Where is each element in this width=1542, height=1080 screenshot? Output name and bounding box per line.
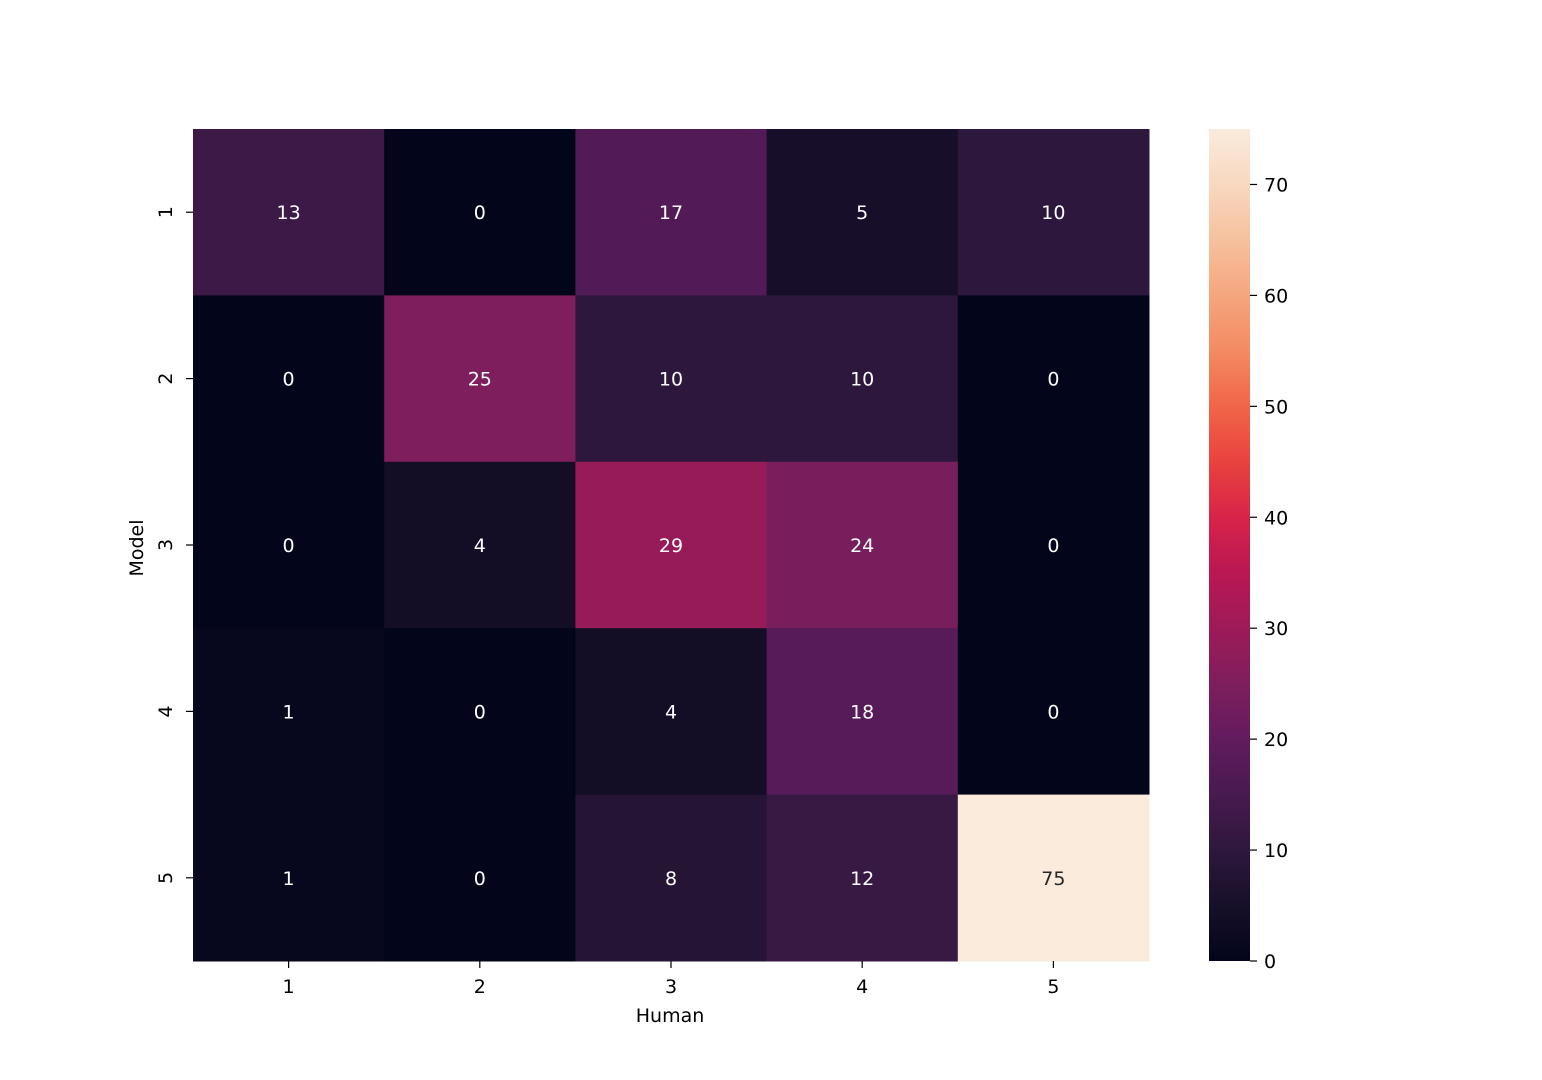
- x-axis-label: Human: [636, 1005, 705, 1027]
- heatmap-cell: [384, 461, 576, 629]
- heatmap-cell: [193, 295, 385, 463]
- cell-value-label: 0: [1047, 701, 1059, 723]
- heatmap-cell: [575, 628, 768, 796]
- y-tick-label: 1: [155, 206, 177, 218]
- heatmap-cell: [575, 461, 768, 629]
- heatmap-cell: [575, 794, 768, 962]
- cell-value-label: 75: [1041, 868, 1065, 890]
- cell-value-label: 8: [665, 868, 677, 890]
- x-tick-label: 3: [665, 976, 677, 998]
- cell-value-label: 1: [283, 701, 295, 723]
- cell-value-label: 24: [850, 535, 874, 557]
- heatmap-cell: [193, 129, 385, 296]
- heatmap-cell: [766, 628, 959, 796]
- heatmap-cell: [384, 794, 576, 962]
- cell-value-label: 0: [474, 202, 486, 224]
- x-tick-label: 1: [283, 976, 295, 998]
- heatmap-cell: [957, 461, 1150, 629]
- cell-value-label: 0: [474, 868, 486, 890]
- colorbar: 0 10 20 30 40 50 60 70: [1209, 129, 1288, 973]
- cell-value-label: 10: [659, 369, 683, 391]
- cell-value-label: 29: [659, 535, 683, 557]
- cell-value-label: 4: [665, 701, 677, 723]
- heatmap-cell: [766, 461, 959, 629]
- y-tick-label: 5: [155, 872, 177, 884]
- cell-value-label: 12: [850, 868, 874, 890]
- heatmap-cell: [193, 628, 385, 796]
- cell-value-label: 0: [1047, 369, 1059, 391]
- heatmap-cell: [384, 129, 576, 296]
- cell-value-label: 13: [277, 202, 301, 224]
- colorbar-gradient: [1209, 129, 1250, 961]
- colorbar-tick-label: 20: [1264, 729, 1288, 751]
- cell-value-label: 4: [474, 535, 486, 557]
- heatmap-cells: [193, 129, 1150, 962]
- colorbar-tick-label: 70: [1264, 174, 1288, 196]
- cell-value-label: 0: [474, 701, 486, 723]
- cell-value-label: 17: [659, 202, 683, 224]
- y-axis: 1 2 3 4 5: [155, 206, 193, 884]
- heatmap-cell: [957, 295, 1150, 463]
- cell-value-label: 10: [850, 369, 874, 391]
- y-axis-label: Model: [126, 519, 148, 576]
- heatmap-cell: [575, 295, 768, 463]
- heatmap-cell: [193, 794, 385, 962]
- heatmap-cell: [957, 129, 1150, 296]
- heatmap-cell: [384, 628, 576, 796]
- cell-annotations: 13 0 17 5 100 25 10 10 00 4 29 24 01 0 4 18 01 0 8 12 75: [277, 202, 1066, 890]
- colorbar-tick-label: 30: [1264, 618, 1288, 640]
- cell-value-label: 0: [1047, 535, 1059, 557]
- cell-value-label: 25: [468, 369, 492, 391]
- cell-value-label: 1: [283, 868, 295, 890]
- heatmap-cell: [957, 794, 1150, 962]
- y-tick-label: 2: [155, 373, 177, 385]
- colorbar-tick-label: 50: [1264, 396, 1288, 418]
- x-tick-label: 2: [474, 976, 486, 998]
- heatmap-cell: [766, 295, 959, 463]
- colorbar-tick-label: 0: [1264, 951, 1276, 973]
- heatmap-cell: [957, 628, 1150, 796]
- heatmap-cell: [766, 129, 959, 296]
- y-tick-label: 4: [155, 705, 177, 717]
- x-tick-label: 4: [856, 976, 868, 998]
- heatmap-cell: [384, 295, 576, 463]
- cell-value-label: 0: [283, 369, 295, 391]
- heatmap-cell: [575, 129, 768, 296]
- colorbar-tick-label: 60: [1264, 285, 1288, 307]
- heatmap-cell: [193, 461, 385, 629]
- heatmap-cell: [766, 794, 959, 962]
- cell-value-label: 18: [850, 701, 874, 723]
- x-tick-label: 5: [1047, 976, 1059, 998]
- x-axis: 1 2 3 4 5: [283, 961, 1059, 998]
- cell-value-label: 10: [1041, 202, 1065, 224]
- colorbar-tick-label: 40: [1264, 507, 1288, 529]
- cell-value-label: 0: [283, 535, 295, 557]
- colorbar-tick-label: 10: [1264, 840, 1288, 862]
- y-tick-label: 3: [155, 539, 177, 551]
- cell-value-label: 5: [856, 202, 868, 224]
